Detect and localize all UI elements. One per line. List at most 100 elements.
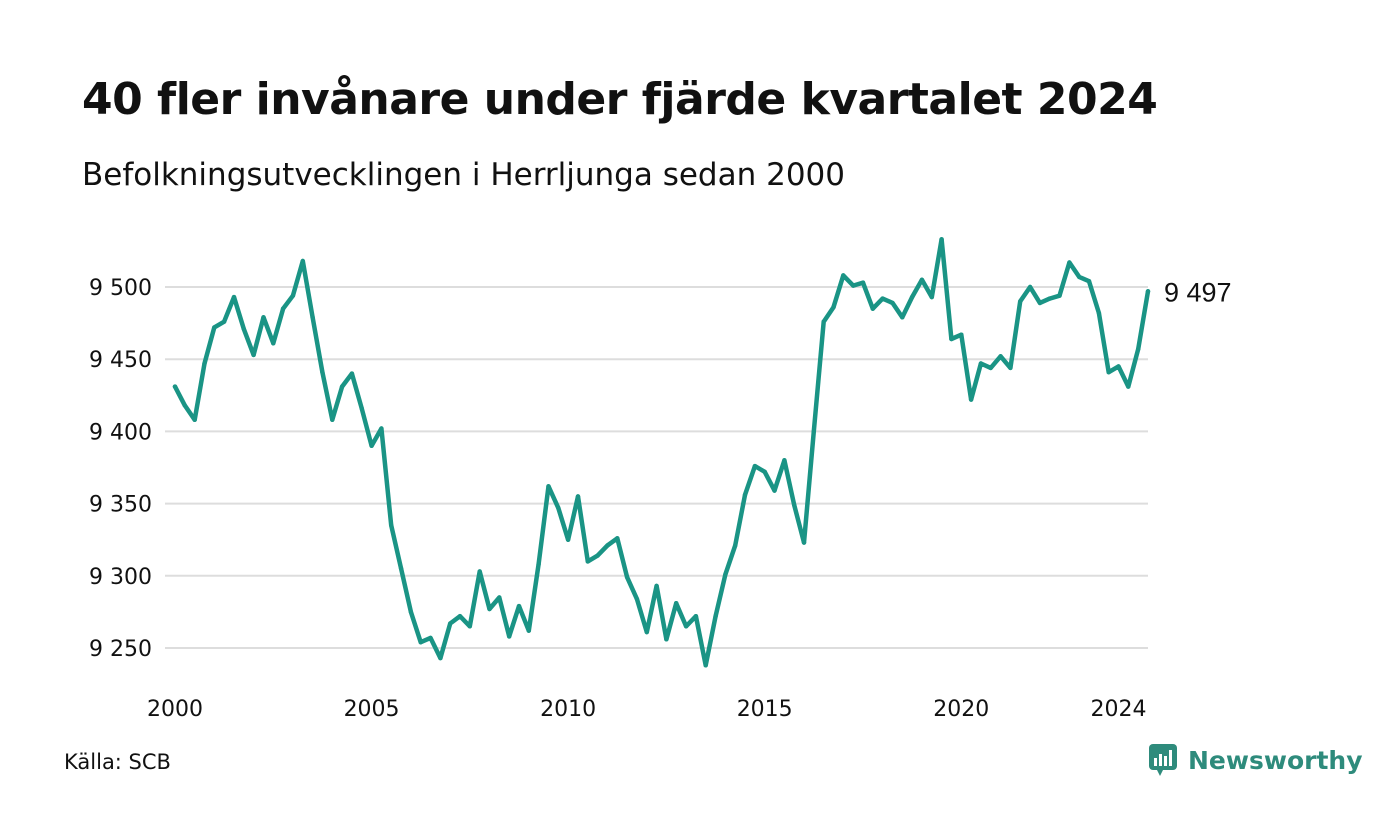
data-point (683, 624, 689, 629)
data-point (1027, 284, 1033, 290)
data-point (1008, 365, 1013, 371)
data-point (1018, 299, 1023, 304)
data-point (801, 540, 807, 545)
data-point (595, 553, 600, 558)
data-point (742, 492, 748, 498)
y-axis-tick-labels: 9 250 9 300 9 350 9 400 9 450 9 500 (89, 276, 152, 662)
data-point (231, 294, 237, 300)
data-point (968, 397, 974, 402)
data-point (1136, 346, 1141, 352)
data-point (457, 614, 463, 619)
data-point (585, 559, 590, 564)
data-point (477, 569, 482, 574)
data-point (379, 426, 384, 431)
data-point (1077, 274, 1082, 280)
data-point (870, 306, 875, 311)
data-point (300, 258, 305, 264)
data-point (536, 562, 541, 567)
data-point (615, 536, 620, 541)
data-point (418, 640, 423, 645)
brand-logo[interactable]: Newsworthy (1148, 743, 1363, 777)
population-line (172, 237, 1151, 668)
data-point (448, 621, 453, 626)
data-point (919, 277, 925, 282)
grid-lines (165, 286, 1148, 649)
data-point (241, 326, 246, 332)
y-tick-label: 9 350 (89, 493, 152, 518)
data-point (280, 306, 286, 311)
data-point (792, 502, 797, 508)
x-tick-label: 2015 (737, 697, 793, 722)
x-tick-label: 2000 (147, 697, 203, 722)
data-point (939, 237, 944, 242)
data-point (389, 523, 394, 528)
y-tick-label: 9 250 (89, 637, 152, 662)
x-tick-label: 2024 (1091, 697, 1147, 722)
y-tick-label: 9 400 (89, 420, 152, 445)
data-point (1057, 293, 1062, 298)
data-point (507, 634, 512, 639)
data-point (359, 406, 364, 411)
data-point (172, 384, 178, 389)
y-tick-label: 9 450 (89, 348, 152, 373)
data-point (909, 294, 915, 300)
y-tick-label: 9 500 (89, 276, 152, 301)
data-point (821, 319, 826, 324)
data-point (880, 296, 885, 301)
data-point (624, 575, 630, 580)
x-tick-label: 2005 (344, 697, 400, 722)
data-point (565, 537, 571, 542)
data-point (349, 371, 355, 376)
data-point (890, 300, 895, 306)
data-point (212, 325, 217, 330)
data-point (733, 543, 738, 548)
data-point (339, 384, 345, 389)
data-point (674, 601, 679, 606)
data-point (752, 463, 758, 469)
data-point (310, 315, 315, 320)
data-point (644, 629, 649, 635)
data-point (772, 488, 777, 493)
data-point (408, 609, 414, 615)
data-point (330, 417, 335, 422)
data-point (978, 361, 984, 366)
data-point (290, 293, 296, 298)
data-point (192, 417, 197, 422)
data-point (841, 273, 846, 278)
data-point (1037, 300, 1043, 306)
data-point (762, 469, 767, 474)
data-point (654, 583, 659, 589)
data-point (369, 443, 374, 448)
data-point (221, 319, 227, 324)
data-point (251, 352, 256, 358)
data-point (556, 505, 561, 511)
source-note: Källa: SCB (64, 750, 171, 774)
data-point (1086, 279, 1092, 284)
data-point (811, 429, 816, 434)
data-point (202, 361, 207, 366)
series-lines (172, 237, 1151, 668)
data-point (1145, 289, 1151, 294)
y-tick-label: 9 300 (89, 565, 152, 590)
data-point (546, 484, 551, 489)
data-point (900, 315, 905, 320)
data-point (1047, 296, 1052, 301)
series-points (172, 237, 1151, 668)
data-point (487, 606, 492, 612)
data-point (634, 596, 640, 602)
data-point (1106, 370, 1111, 375)
data-point (713, 614, 718, 619)
data-point (261, 315, 266, 320)
data-point (516, 603, 522, 609)
data-point (693, 614, 699, 619)
data-point (949, 336, 954, 342)
data-point (320, 370, 325, 375)
data-point (1067, 260, 1072, 265)
data-point (575, 494, 581, 499)
data-point (467, 624, 472, 629)
data-point (860, 280, 866, 285)
chart-subtitle: Befolkningsutvecklingen i Herrljunga sed… (82, 157, 845, 193)
data-point (851, 283, 856, 288)
data-point (497, 595, 502, 600)
data-point (438, 655, 443, 661)
